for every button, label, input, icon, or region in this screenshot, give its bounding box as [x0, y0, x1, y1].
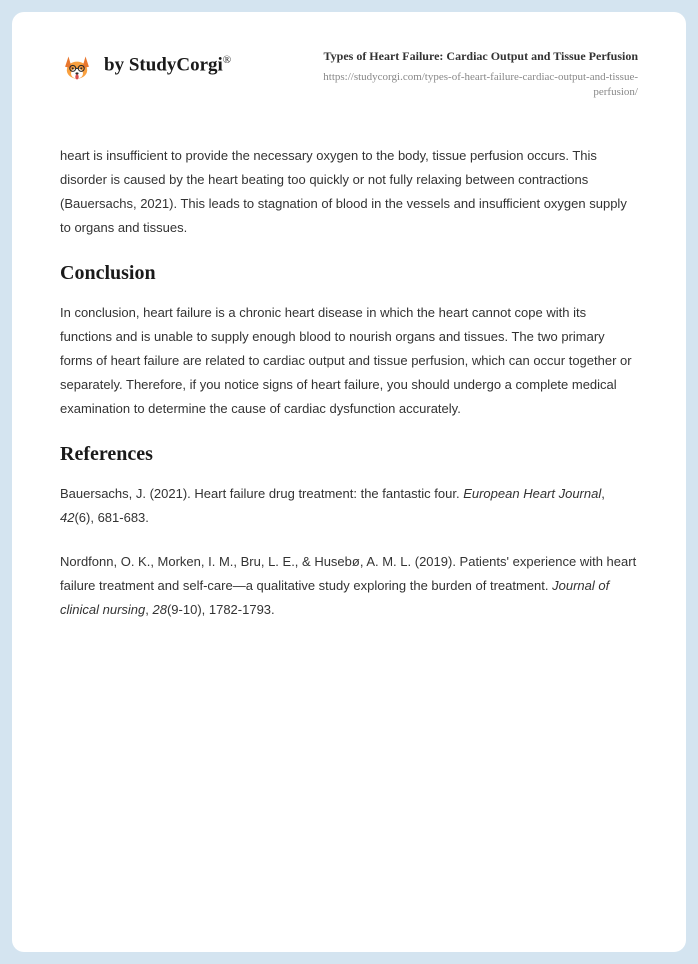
ref1-vol: 42	[60, 510, 74, 525]
logo-text: by StudyCorgi®	[104, 54, 231, 76]
conclusion-heading: Conclusion	[60, 262, 638, 285]
page-header: by StudyCorgi® Types of Heart Failure: C…	[60, 48, 638, 100]
document-title: Types of Heart Failure: Cardiac Output a…	[318, 48, 638, 64]
ref2-suffix: (9-10), 1782-1793.	[167, 602, 275, 617]
logo-block: by StudyCorgi®	[60, 48, 231, 82]
reference-2: Nordfonn, O. K., Morken, I. M., Bru, L. …	[60, 550, 638, 622]
ref1-suffix: (6), 681-683.	[74, 510, 148, 525]
reference-1: Bauersachs, J. (2021). Heart failure dru…	[60, 482, 638, 530]
intro-fragment-paragraph: heart is insufficient to provide the nec…	[60, 144, 638, 240]
references-heading: References	[60, 443, 638, 466]
document-url: https://studycorgi.com/types-of-heart-fa…	[318, 70, 638, 100]
by-label: by StudyCorgi	[104, 54, 223, 75]
registered-mark: ®	[223, 54, 231, 66]
ref1-mid: ,	[601, 486, 605, 501]
corgi-logo-icon	[60, 48, 94, 82]
ref2-mid: ,	[145, 602, 152, 617]
ref1-prefix: Bauersachs, J. (2021). Heart failure dru…	[60, 486, 463, 501]
header-meta: Types of Heart Failure: Cardiac Output a…	[318, 48, 638, 100]
document-page: by StudyCorgi® Types of Heart Failure: C…	[12, 12, 686, 952]
ref2-vol: 28	[153, 602, 167, 617]
conclusion-paragraph: In conclusion, heart failure is a chroni…	[60, 301, 638, 421]
ref1-journal: European Heart Journal	[463, 486, 601, 501]
ref2-prefix: Nordfonn, O. K., Morken, I. M., Bru, L. …	[60, 554, 636, 593]
